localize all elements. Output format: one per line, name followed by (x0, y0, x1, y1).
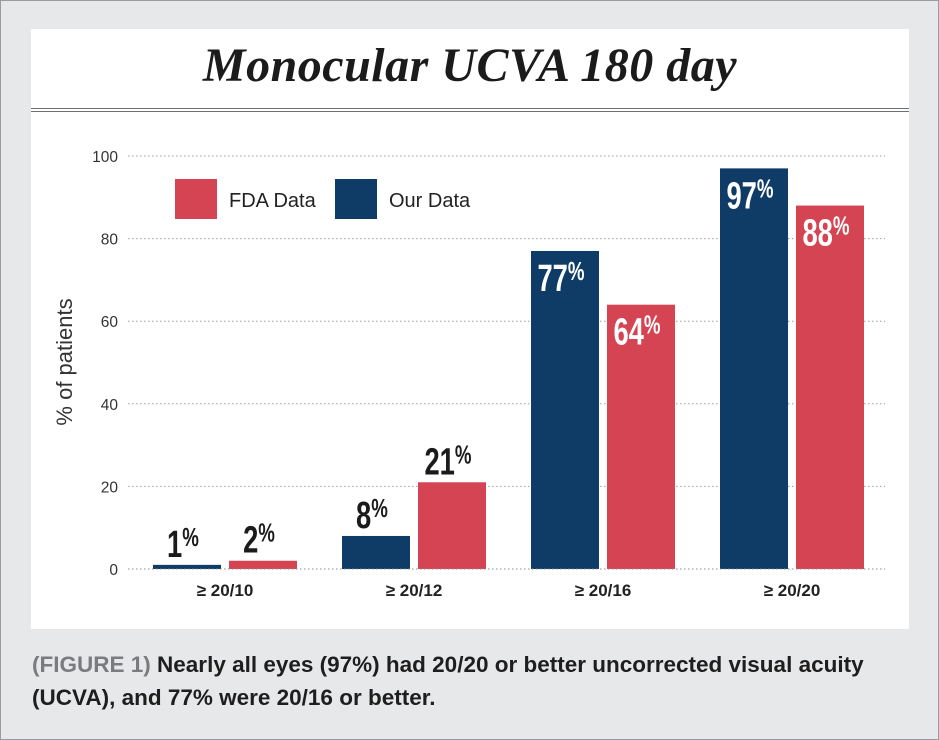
y-tick-label: 80 (101, 232, 119, 249)
y-axis-label: % of patients (52, 298, 77, 425)
data-label: 2% (243, 518, 275, 562)
legend-label-our-data: Our Data (389, 190, 471, 212)
legend-label-fda-data: FDA Data (229, 190, 317, 212)
bar-our-data-1 (342, 535, 410, 569)
bar-fda-data-1 (418, 482, 486, 569)
legend-swatch-fda-data (175, 179, 217, 219)
data-label: 97% (726, 173, 773, 217)
bar-our-data-0 (153, 564, 221, 569)
x-tick-label: ≥ 20/12 (386, 581, 443, 600)
y-tick-label: 40 (101, 397, 119, 414)
y-tick-label: 20 (101, 479, 119, 496)
data-label: 8% (356, 493, 388, 537)
legend-swatch-our-data (335, 179, 377, 219)
bar-our-data-3 (720, 168, 788, 569)
bar-fda-data-0 (229, 560, 297, 569)
data-label: 88% (802, 210, 849, 254)
x-tick-label: ≥ 20/20 (764, 581, 821, 600)
bar-fda-data-2 (607, 304, 675, 569)
caption-text: Nearly all eyes (97%) had 20/20 or bette… (32, 652, 864, 710)
y-tick-label: 100 (92, 149, 118, 166)
x-tick-label: ≥ 20/16 (575, 581, 632, 600)
chart-title: Monocular UCVA 180 day (202, 39, 738, 92)
data-label: 21% (424, 439, 471, 483)
caption-label: (FIGURE 1) (32, 652, 151, 677)
title-rule-bottom (31, 111, 909, 112)
data-label: 64% (613, 310, 660, 354)
data-label: 1% (167, 522, 199, 566)
title-rule-top (31, 108, 909, 109)
y-tick-label: 0 (109, 562, 118, 579)
y-tick-label: 60 (101, 314, 119, 331)
bar-fda-data-3 (796, 205, 864, 569)
x-tick-label: ≥ 20/10 (197, 581, 254, 600)
bar-our-data-2 (531, 250, 599, 570)
figure-caption: (FIGURE 1) Nearly all eyes (97%) had 20/… (32, 648, 892, 714)
data-label: 77% (537, 256, 584, 300)
